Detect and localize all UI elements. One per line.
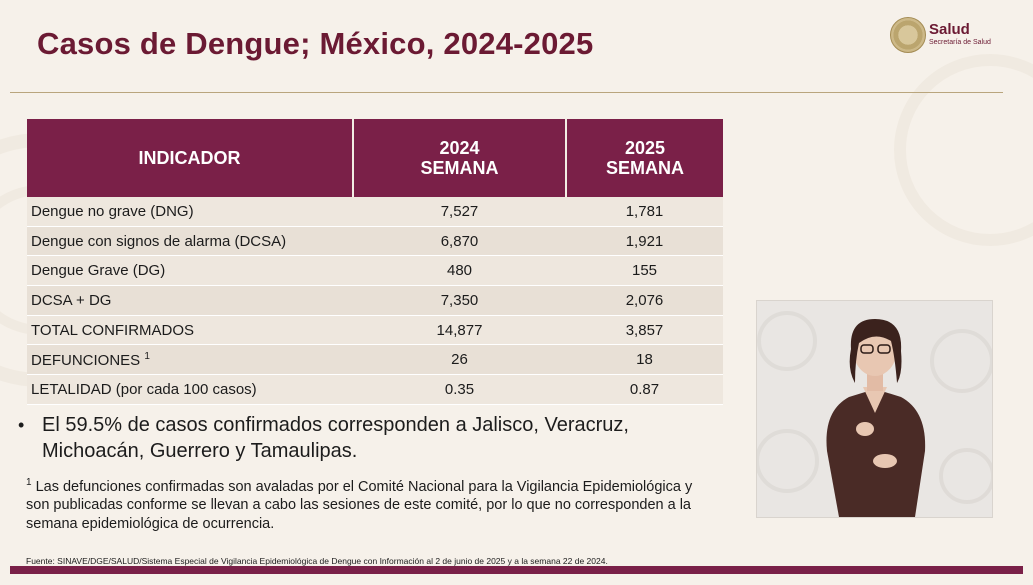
title-divider [10,92,1003,93]
value-2025: 3,857 [566,315,723,346]
value-2024: 26 [353,344,566,376]
row-label-text: Dengue con signos de alarma [31,232,235,250]
table-row: LETALIDAD (por cada 100 casos) 0.35 0.87 [27,374,723,405]
bullet-marker: • [18,415,25,435]
value-2024: 7,527 [353,197,566,227]
row-label-abbr: (DNG) [150,202,194,220]
header-2024-week: SEMANA [420,158,499,178]
value-2025: 1,921 [566,226,723,257]
table-row: Dengue con signos de alarma (DCSA) 6,870… [27,226,723,257]
row-label: Dengue no grave (DNG) [27,197,353,227]
sign-language-interpreter-video [756,300,993,518]
dengue-indicators-table: INDICADOR 2024 SEMANA 2025 SEMANA Dengue… [27,119,723,405]
bottom-stripe [10,566,1023,574]
row-label: DCSA + DG [27,285,353,316]
row-label: LETALIDAD (por cada 100 casos) [27,374,353,405]
row-label-text: DEFUNCIONES [31,351,145,369]
value-2024: 0.35 [353,374,566,405]
logo-subtitle: Secretaría de Salud [929,39,991,46]
header-2024-year: 2024 [439,138,480,158]
footnote-marker: 1 [26,477,32,488]
table-header-row: INDICADOR 2024 SEMANA 2025 SEMANA [27,119,723,197]
value-2024: 6,870 [353,226,566,257]
footnote-text: Las defunciones confirmadas son avaladas… [26,478,693,532]
row-label: TOTAL CONFIRMADOS [27,315,353,346]
table-row: DCSA + DG 7,350 2,076 [27,285,723,316]
table-row: DEFUNCIONES 1 26 18 [27,344,723,376]
row-label-text: TOTAL CONFIRMADOS [31,321,195,339]
value-2025: 0.87 [566,374,723,405]
logo-brand: Salud [929,21,970,38]
row-label: Dengue Grave (DG) [27,255,353,287]
row-label-text: Dengue no grave [31,202,151,220]
row-label-text: DCSA + DG [31,291,112,309]
interpreter-figure [757,301,992,517]
table-row: TOTAL CONFIRMADOS 14,877 3,857 [27,315,723,346]
table-row: Dengue Grave (DG) 480 155 [27,255,723,287]
source-note: Fuente: SINAVE/DGE/SALUD/Sistema Especia… [26,556,608,566]
header-2025: 2025 SEMANA [566,119,723,197]
row-label-abbr: (DCSA) [234,232,287,250]
bullet-text: El 59.5% de casos confirmados correspond… [42,414,629,462]
header-2025-week: SEMANA [605,158,684,178]
row-label-text: LETALIDAD (por cada 100 casos) [31,380,257,398]
value-2025: 2,076 [566,285,723,316]
value-2025: 18 [566,344,723,376]
footnote: 1 Las defunciones confirmadas son avalad… [26,474,716,533]
value-2025: 155 [566,255,723,287]
table-row: Dengue no grave (DNG) 7,527 1,781 [27,197,723,227]
national-seal-icon [890,17,926,53]
footnote-reference: 1 [144,350,150,362]
value-2024: 14,877 [353,315,566,346]
salud-logo: Salud Secretaría de Salud [890,17,1010,55]
header-2025-year: 2025 [624,138,666,158]
slide-title: Casos de Dengue; México, 2024-2025 [37,26,594,61]
row-label: Dengue con signos de alarma (DCSA) [27,226,353,257]
value-2024: 7,350 [353,285,566,316]
row-label-text: Dengue Grave [31,262,133,280]
row-label: DEFUNCIONES 1 [27,344,353,376]
value-2025: 1,781 [566,197,723,227]
row-label-abbr: (DG) [132,262,166,280]
value-2024: 480 [353,255,566,287]
header-indicator: INDICADOR [27,119,354,197]
header-2024: 2024 SEMANA [353,119,567,197]
